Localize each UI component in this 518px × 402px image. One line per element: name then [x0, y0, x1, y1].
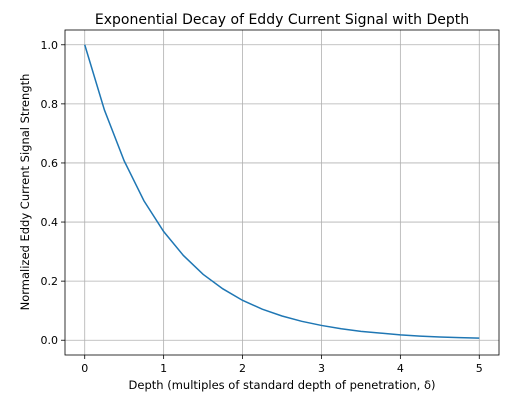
series-line — [84, 44, 480, 339]
x-tick-label: 3 — [318, 362, 325, 375]
y-tick-label: 0.0 — [41, 334, 59, 347]
grid — [65, 30, 499, 355]
x-axis-label: Depth (multiples of standard depth of pe… — [129, 378, 436, 392]
y-tick-label: 0.8 — [41, 98, 59, 111]
x-tick-label: 2 — [239, 362, 246, 375]
x-tick-label: 5 — [476, 362, 483, 375]
x-tick-label: 1 — [160, 362, 167, 375]
y-tick-label: 1.0 — [41, 39, 59, 52]
chart-title: Exponential Decay of Eddy Current Signal… — [95, 12, 469, 28]
y-axis-label: Normalized Eddy Current Signal Strength — [18, 74, 32, 311]
x-tick-label: 0 — [81, 362, 88, 375]
plot-frame — [64, 29, 500, 356]
x-axis: 0 1 2 3 4 5 — [81, 355, 483, 375]
y-tick-label: 0.2 — [41, 275, 59, 288]
x-tick-label: 4 — [397, 362, 404, 375]
y-tick-label: 0.6 — [41, 157, 59, 170]
y-tick-label: 0.4 — [41, 216, 59, 229]
y-axis: 0.0 0.2 0.4 0.6 0.8 1.0 — [41, 39, 65, 347]
series-layer — [84, 44, 480, 339]
